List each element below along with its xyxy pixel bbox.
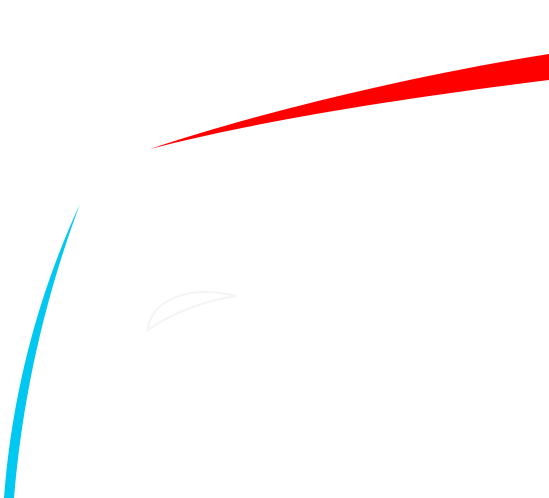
blue-swoosh-icon (4, 204, 80, 498)
faint-curve-icon (146, 291, 237, 333)
red-swoosh-icon (150, 54, 549, 149)
